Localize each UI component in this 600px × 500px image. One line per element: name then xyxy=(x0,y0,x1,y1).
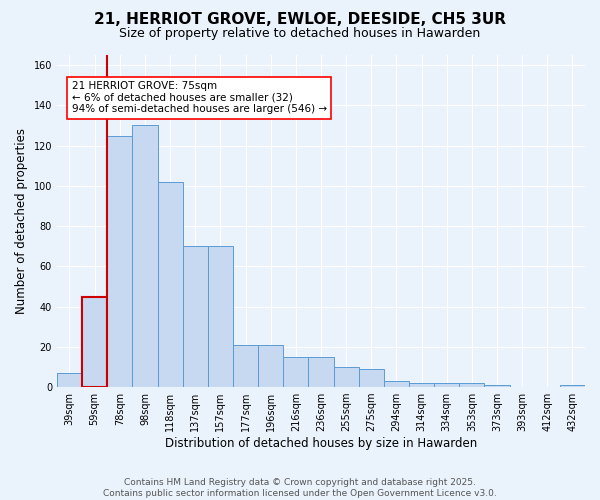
Bar xyxy=(57,373,82,387)
Bar xyxy=(107,136,133,387)
Bar xyxy=(208,246,233,387)
Bar xyxy=(258,345,283,387)
Bar xyxy=(484,385,509,387)
X-axis label: Distribution of detached houses by size in Hawarden: Distribution of detached houses by size … xyxy=(165,437,477,450)
Bar xyxy=(359,369,384,387)
Bar xyxy=(283,357,308,387)
Bar xyxy=(82,296,107,387)
Bar xyxy=(233,345,258,387)
Bar xyxy=(459,383,484,387)
Text: 21 HERRIOT GROVE: 75sqm
← 6% of detached houses are smaller (32)
94% of semi-det: 21 HERRIOT GROVE: 75sqm ← 6% of detached… xyxy=(71,81,326,114)
Text: Contains HM Land Registry data © Crown copyright and database right 2025.
Contai: Contains HM Land Registry data © Crown c… xyxy=(103,478,497,498)
Bar xyxy=(409,383,434,387)
Bar xyxy=(384,381,409,387)
Text: Size of property relative to detached houses in Hawarden: Size of property relative to detached ho… xyxy=(119,28,481,40)
Bar xyxy=(308,357,334,387)
Bar xyxy=(334,367,359,387)
Bar xyxy=(158,182,182,387)
Bar xyxy=(560,385,585,387)
Bar xyxy=(434,383,459,387)
Text: 21, HERRIOT GROVE, EWLOE, DEESIDE, CH5 3UR: 21, HERRIOT GROVE, EWLOE, DEESIDE, CH5 3… xyxy=(94,12,506,28)
Bar xyxy=(182,246,208,387)
Bar xyxy=(133,126,158,387)
Y-axis label: Number of detached properties: Number of detached properties xyxy=(15,128,28,314)
